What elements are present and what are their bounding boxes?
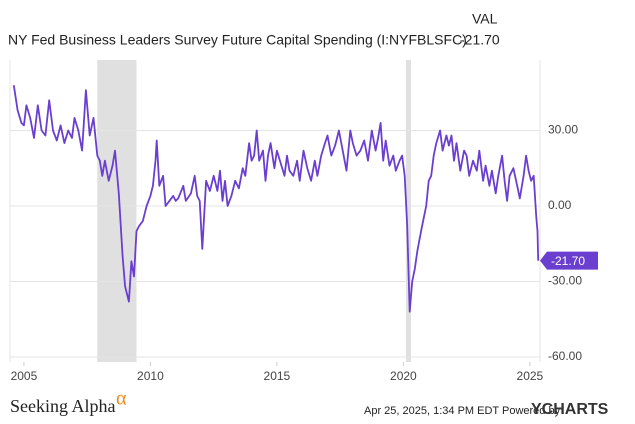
x-tick-label: 2010 xyxy=(137,369,164,383)
recession-band xyxy=(405,60,411,362)
y-tick-label: -30.00 xyxy=(548,274,582,288)
value-header: VAL xyxy=(472,11,498,27)
x-tick-label: 2020 xyxy=(390,369,417,383)
footer-date: Apr 25, 2025, 1:34 PM EDT Powered by xyxy=(364,405,561,417)
x-tick-label: 2015 xyxy=(264,369,291,383)
data-line xyxy=(12,85,540,313)
chart-title: NY Fed Business Leaders Survey Future Ca… xyxy=(8,32,467,48)
logo: Seeking Alpha xyxy=(10,396,116,416)
header-value: -21.70 xyxy=(460,32,500,48)
recession-band xyxy=(97,60,137,362)
y-tick-label: 30.00 xyxy=(548,123,578,137)
y-tick-label: -60.00 xyxy=(548,349,582,363)
logo-mark: α xyxy=(116,388,127,410)
last-value-label: -21.70 xyxy=(551,254,585,268)
footer-brand: YCHARTS xyxy=(531,401,609,418)
y-tick-label: 0.00 xyxy=(548,198,572,212)
last-value-tag xyxy=(540,251,598,270)
x-tick-label: 2025 xyxy=(517,369,544,383)
x-tick-label: 2005 xyxy=(11,369,38,383)
